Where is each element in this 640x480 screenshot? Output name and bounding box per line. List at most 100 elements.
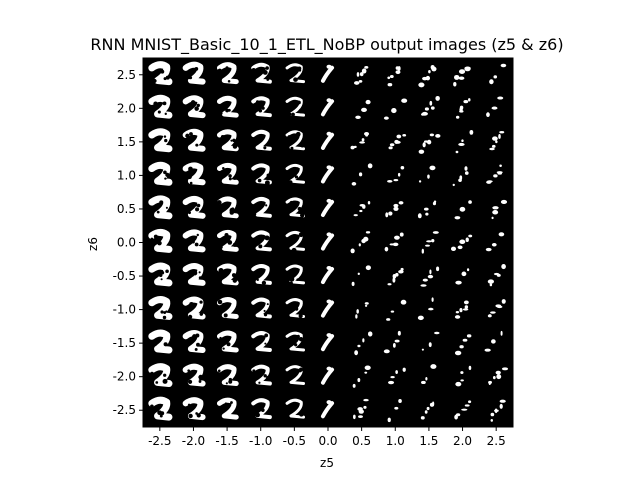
digit-cell [216,196,239,219]
digit-cell [216,229,239,252]
digit-cell [148,61,173,86]
digit-cell [148,128,173,153]
y-axis: 2.5 2.0 1.5 1.0 0.5 0.0 -0.5 -1.0 -1.5 -2.0 -2.5 [113,68,143,417]
digit-cell [455,365,472,387]
digit-cell [350,231,371,254]
digit-cell [285,230,306,253]
digit-cell [148,296,173,320]
digit-cell [454,200,472,220]
x-axis-label: z5 [320,456,334,470]
digit-cell [148,195,173,220]
digit-cell [320,400,335,419]
digit-cell [284,197,306,218]
digit-cell [454,400,472,420]
digit-cell [455,129,474,154]
digit-cell [216,95,239,118]
digit-cell [216,129,239,152]
digit-cell [421,231,439,254]
plot-area [142,57,514,428]
digit-cell [351,265,371,287]
digit-cell [251,364,272,386]
digit-cell [453,66,471,87]
digit-cell [486,96,504,118]
digit-cell [450,234,473,252]
digit-cell [182,330,206,353]
digit-cell [182,162,206,186]
digit-cell [320,64,335,83]
digit-cell [320,299,335,318]
x-tick-label: 1.5 [419,434,438,448]
digit-cell [420,401,435,420]
digit-cell [285,130,306,151]
digit-cell [148,228,173,253]
digit-cell [355,302,369,319]
digit-cell [418,64,437,88]
digit-cell [182,363,206,387]
y-tick-label: -2.5 [113,403,136,417]
x-tick-label: -2.0 [182,434,205,448]
digit-cell [251,297,272,319]
digit-cell [486,164,503,184]
x-tick-label: -2.5 [148,434,171,448]
x-tick-label: -1.5 [215,434,238,448]
digit-cell [320,265,335,285]
digit-cell [383,98,408,120]
digit-cell [418,165,436,183]
digit-cell [417,297,434,321]
digit-cell [148,94,173,119]
x-tick-label: -1.0 [249,434,272,448]
digit-cell [385,201,404,218]
digit-cell [455,98,471,119]
x-tick-label: 2.5 [487,434,506,448]
digit-cell [251,264,272,286]
digit-cell [489,63,507,85]
digit-cell [487,263,506,287]
digit-cell [352,365,371,388]
digit-cell [320,131,335,150]
digit-cell [484,330,503,352]
digit-cell [421,331,440,351]
y-tick-label: 1.5 [117,135,136,149]
digit-cell [285,96,306,117]
digit-cell [182,397,206,421]
digit-cell [387,398,402,423]
x-tick-label: 0.5 [352,434,371,448]
digit-cell [320,165,335,184]
x-axis: -2.5 -2.0 -1.5 -1.0 -0.5 0.0 0.5 1.0 1.5 2.0 2.5 [148,427,506,448]
digit-cell [148,396,173,421]
digit-cell [320,333,335,352]
y-tick-label: 1.0 [117,168,136,182]
digit-cell [387,166,405,183]
digit-cell [182,195,206,219]
digit-cell [251,163,272,186]
digit-cell [182,61,206,85]
digit-cell [320,198,335,218]
digit-cell [452,166,469,187]
digit-cell [182,296,206,320]
digit-cell [487,299,506,318]
x-tick-label: 0.0 [318,434,337,448]
digit-cell [417,200,437,219]
digit-cell [216,364,239,387]
digit-cell [388,133,407,150]
digit-cell [355,99,371,119]
digit-cell [285,365,306,386]
digit-cell [285,163,306,185]
digit-cell [454,300,469,319]
digit-cell [251,62,272,84]
digit-cell [420,364,437,385]
digit-cell [421,95,440,116]
digit-cell [251,331,272,352]
digit-cell [387,267,404,286]
y-tick-label: -0.5 [113,269,136,283]
digit-cell [418,133,441,154]
y-tick-label: -1.5 [113,336,136,350]
digit-cell [387,66,401,87]
y-tick-label: 0.0 [117,236,136,250]
digit-cell [285,331,306,352]
digit-cell [420,266,440,287]
digit-cell [251,398,272,420]
digit-cell [182,263,206,286]
digit-cell [251,129,272,151]
digit-cell [489,131,505,151]
